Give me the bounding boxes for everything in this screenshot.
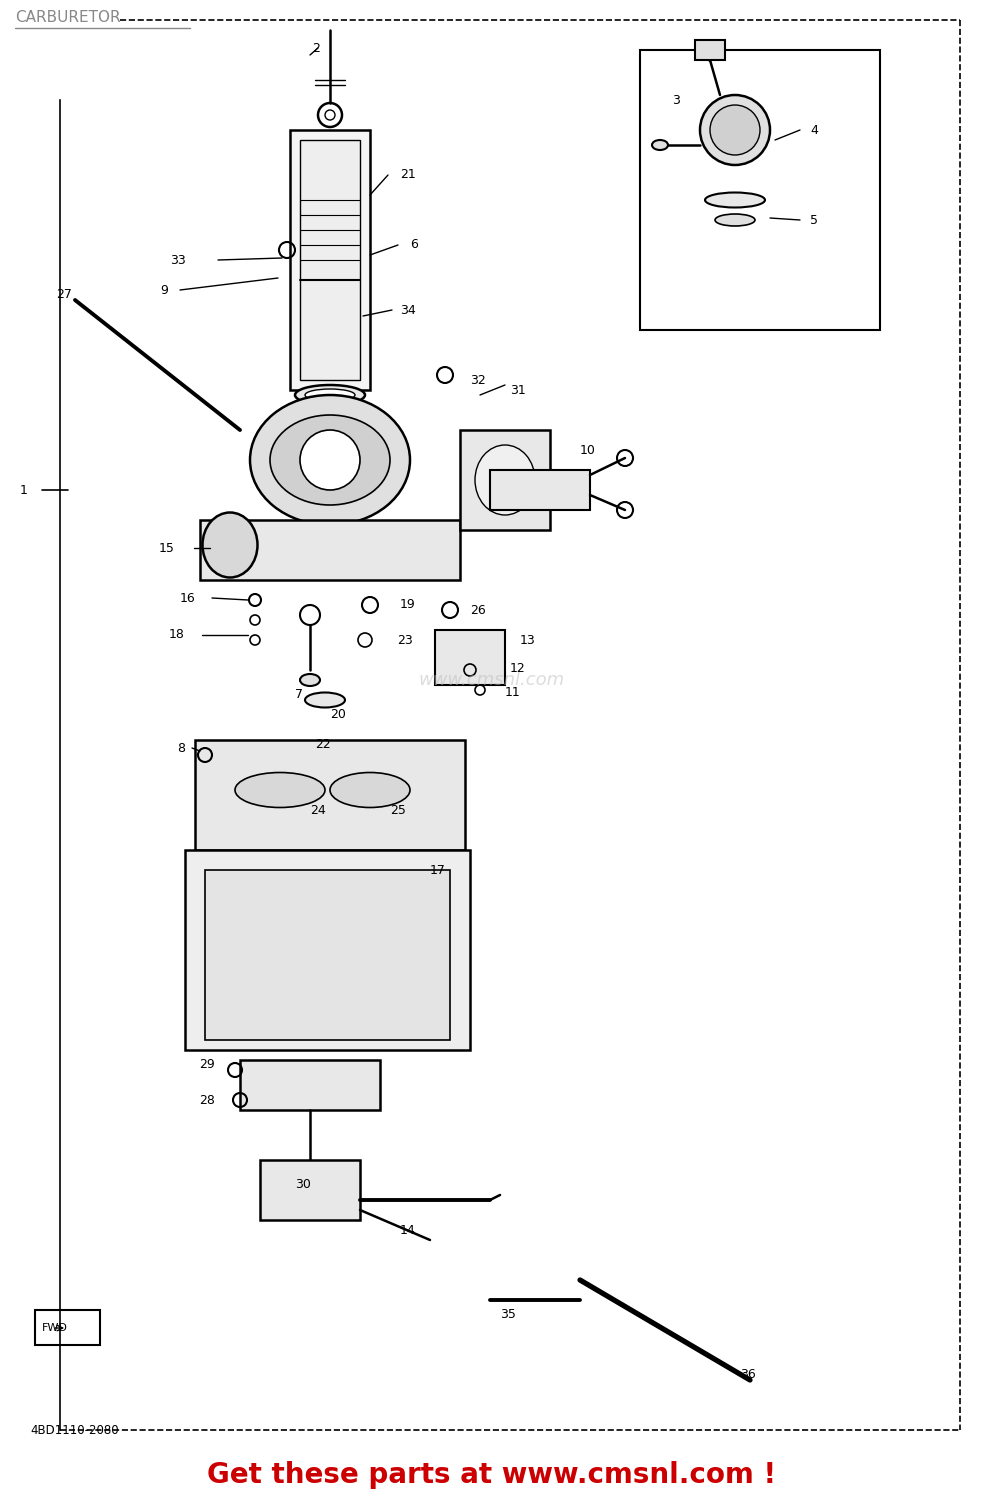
Bar <box>205 870 450 1039</box>
Text: 9: 9 <box>160 284 167 297</box>
Bar <box>35 1310 100 1346</box>
Text: 33: 33 <box>170 254 186 267</box>
Text: 23: 23 <box>397 633 413 646</box>
Text: 27: 27 <box>56 288 72 302</box>
Text: 7: 7 <box>295 688 303 702</box>
Ellipse shape <box>330 772 410 807</box>
Text: 25: 25 <box>390 804 406 816</box>
Text: 34: 34 <box>400 303 416 316</box>
Text: 4BD1110-2080: 4BD1110-2080 <box>30 1424 118 1437</box>
Text: 31: 31 <box>510 384 526 396</box>
Text: Get these parts at www.cmsnl.com !: Get these parts at www.cmsnl.com ! <box>208 1461 776 1490</box>
Text: 35: 35 <box>500 1308 516 1322</box>
Text: 16: 16 <box>179 591 195 604</box>
Ellipse shape <box>250 394 410 525</box>
Bar <box>460 430 550 530</box>
Ellipse shape <box>235 772 325 807</box>
Ellipse shape <box>475 446 535 514</box>
Text: 12: 12 <box>510 662 526 675</box>
Bar <box>260 1160 360 1220</box>
Text: 15: 15 <box>160 542 175 555</box>
Text: 3: 3 <box>672 93 680 106</box>
Text: 18: 18 <box>169 628 185 642</box>
Bar <box>290 130 370 390</box>
Bar <box>185 850 470 1050</box>
Text: 21: 21 <box>400 168 416 182</box>
Bar <box>435 630 505 686</box>
Text: FWD: FWD <box>42 1323 68 1334</box>
Ellipse shape <box>715 214 755 226</box>
Text: 22: 22 <box>315 738 331 752</box>
Ellipse shape <box>305 388 355 400</box>
Text: 36: 36 <box>740 1368 755 1382</box>
Text: CARBURETOR: CARBURETOR <box>15 10 120 26</box>
Text: 29: 29 <box>199 1059 215 1071</box>
Text: 26: 26 <box>470 603 486 616</box>
Bar <box>640 50 880 330</box>
Ellipse shape <box>295 386 365 405</box>
Text: 6: 6 <box>410 238 418 252</box>
Text: 28: 28 <box>199 1094 215 1107</box>
Ellipse shape <box>652 140 668 150</box>
Text: 1: 1 <box>20 483 28 496</box>
Bar <box>195 740 465 850</box>
Text: 17: 17 <box>430 864 446 876</box>
Text: 20: 20 <box>330 708 346 722</box>
Ellipse shape <box>705 192 765 207</box>
Text: 2: 2 <box>312 42 320 54</box>
Bar <box>240 1060 380 1110</box>
Circle shape <box>300 430 360 490</box>
Text: 24: 24 <box>310 804 326 816</box>
Text: 30: 30 <box>295 1179 311 1191</box>
Text: 32: 32 <box>470 374 486 387</box>
Ellipse shape <box>710 105 760 154</box>
Text: 13: 13 <box>520 633 536 646</box>
Text: 8: 8 <box>177 741 185 754</box>
Ellipse shape <box>203 513 257 578</box>
Text: 10: 10 <box>580 444 596 456</box>
Text: 19: 19 <box>400 598 416 612</box>
Text: 11: 11 <box>505 686 521 699</box>
Bar <box>490 470 590 510</box>
Text: 14: 14 <box>400 1224 416 1236</box>
Bar <box>300 140 360 380</box>
Ellipse shape <box>270 416 390 506</box>
Text: 5: 5 <box>810 213 818 226</box>
Text: 4: 4 <box>810 123 818 136</box>
Ellipse shape <box>305 693 345 708</box>
Bar <box>200 520 460 580</box>
Bar <box>695 40 725 60</box>
Ellipse shape <box>700 94 770 165</box>
Text: www.cmsnl.com: www.cmsnl.com <box>419 670 565 688</box>
Ellipse shape <box>300 674 320 686</box>
